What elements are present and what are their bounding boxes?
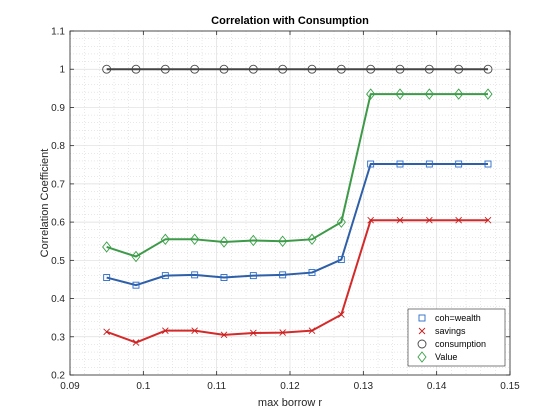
data-point-value xyxy=(307,233,317,246)
data-point-value xyxy=(102,241,112,253)
data-point-consumption xyxy=(483,64,493,74)
legend-marker-coh-wealth xyxy=(418,314,426,322)
legend-label-value: Value xyxy=(435,352,457,362)
series-consumption xyxy=(102,64,493,74)
x-tick-label: 0.1 xyxy=(136,381,150,392)
y-tick-label: 0.7 xyxy=(51,179,65,190)
data-point-savings xyxy=(103,328,110,336)
data-point-consumption xyxy=(160,64,170,74)
data-point-consumption xyxy=(336,64,346,74)
data-point-consumption xyxy=(424,64,434,74)
y-tick-label: 0.4 xyxy=(51,294,65,305)
y-tick-label: 0.5 xyxy=(51,256,65,267)
series-line-coh-wealth xyxy=(106,163,488,287)
data-point-consumption xyxy=(219,64,229,74)
data-point-savings xyxy=(426,216,433,224)
y-tick-label: 0.8 xyxy=(51,141,65,152)
y-axis-title: Correlation Coefficient xyxy=(39,149,51,258)
legend-box xyxy=(407,308,506,367)
data-point-coh-wealth xyxy=(191,271,199,279)
data-point-coh-wealth xyxy=(249,272,257,280)
legend-label-savings: savings xyxy=(435,326,466,336)
legend: coh=wealth savings consumption Value xyxy=(407,308,506,367)
legend-marker-consumption xyxy=(417,339,427,349)
data-point-savings xyxy=(396,216,404,224)
data-point-coh-wealth xyxy=(425,160,433,168)
data-point-coh-wealth xyxy=(484,160,492,168)
data-point-coh-wealth xyxy=(103,274,111,281)
data-point-savings xyxy=(279,329,286,336)
series-layer xyxy=(102,64,493,346)
data-point-value xyxy=(424,88,434,100)
x-tick-label: 0.11 xyxy=(207,381,226,392)
series-savings xyxy=(103,216,492,346)
data-point-coh-wealth xyxy=(220,274,228,281)
data-point-coh-wealth xyxy=(279,271,287,279)
series-line-savings xyxy=(106,219,488,344)
data-point-savings xyxy=(338,311,345,318)
x-tick-label: 0.12 xyxy=(280,381,300,392)
legend-marker-savings xyxy=(418,327,426,335)
data-point-consumption xyxy=(102,64,112,74)
data-point-value xyxy=(131,250,141,263)
y-tick-label: 1.1 xyxy=(51,27,65,38)
data-point-value xyxy=(219,236,229,248)
chart-title: Correlation with Consumption xyxy=(211,15,369,27)
x-tick-label: 0.09 xyxy=(60,381,80,392)
data-point-coh-wealth xyxy=(337,256,345,264)
data-point-consumption xyxy=(366,64,376,74)
x-axis: 0.09 0.1 0.11 0.12 0.13 0.14 0.15 xyxy=(60,31,520,392)
data-point-savings xyxy=(162,327,169,334)
data-point-coh-wealth xyxy=(396,160,404,168)
data-point-value xyxy=(160,233,170,246)
y-tick-label: 0.6 xyxy=(51,218,65,229)
data-point-savings xyxy=(308,327,316,334)
data-point-consumption xyxy=(395,64,405,74)
y-tick-label: 1 xyxy=(59,65,65,76)
data-point-savings xyxy=(455,216,462,224)
y-tick-label: 0.9 xyxy=(51,103,65,114)
data-point-coh-wealth xyxy=(161,272,169,280)
data-point-value xyxy=(395,88,405,100)
data-point-coh-wealth xyxy=(308,269,316,277)
y-axis: 0.2 0.3 0.4 0.5 0.6 0.7 0.8 0.9 1 1.1 xyxy=(51,27,510,382)
x-tick-label: 0.14 xyxy=(427,381,447,392)
data-point-savings xyxy=(484,216,492,224)
data-point-value xyxy=(454,88,464,100)
x-tick-label: 0.15 xyxy=(500,381,520,392)
y-tick-label: 0.2 xyxy=(51,371,65,382)
data-point-consumption xyxy=(131,64,141,74)
series-coh-wealth xyxy=(103,160,492,289)
legend-label-coh-wealth: coh=wealth xyxy=(435,313,481,323)
data-point-coh-wealth xyxy=(367,160,375,168)
data-point-savings xyxy=(250,329,257,337)
legend-label-consumption: consumption xyxy=(435,339,486,349)
data-point-value xyxy=(336,216,346,228)
data-point-value xyxy=(248,234,258,247)
series-line-value xyxy=(106,93,488,258)
data-point-consumption xyxy=(248,64,258,74)
data-point-savings xyxy=(191,327,198,334)
data-point-savings xyxy=(132,339,140,346)
x-tick-label: 0.13 xyxy=(354,381,374,392)
data-point-value xyxy=(366,88,376,100)
data-point-savings xyxy=(220,331,228,339)
data-point-savings xyxy=(367,216,374,224)
data-point-consumption xyxy=(454,64,464,74)
y-tick-label: 0.3 xyxy=(51,332,65,343)
data-point-consumption xyxy=(278,64,288,74)
data-point-coh-wealth xyxy=(132,281,140,289)
data-point-value xyxy=(190,233,200,246)
series-value xyxy=(102,88,493,263)
data-point-coh-wealth xyxy=(455,160,463,168)
x-axis-title: max borrow r xyxy=(258,397,323,409)
data-point-consumption xyxy=(307,64,317,74)
data-point-consumption xyxy=(190,64,200,74)
data-point-value xyxy=(278,235,288,247)
legend-marker-value xyxy=(417,351,427,363)
data-point-value xyxy=(483,88,493,100)
